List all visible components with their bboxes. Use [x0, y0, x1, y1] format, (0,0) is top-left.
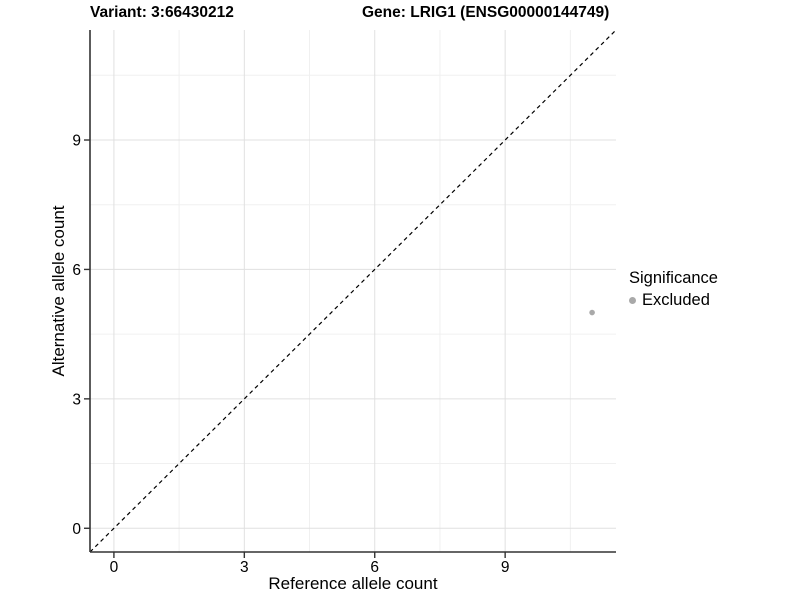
- x-tick-label: 9: [501, 559, 510, 576]
- plot-title-variant: Variant: 3:66430212: [90, 4, 234, 21]
- legend-point-icon: [629, 297, 636, 304]
- data-point: [589, 309, 595, 316]
- x-tick-label: 6: [370, 559, 379, 576]
- plot-title-gene: Gene: LRIG1 (ENSG00000144749): [362, 4, 610, 21]
- legend-title: Significance: [629, 269, 718, 287]
- legend-item-label: Excluded: [642, 291, 710, 309]
- legend-item: Excluded: [629, 291, 718, 310]
- y-tick-label: 6: [72, 262, 81, 279]
- y-tick-label: 3: [72, 391, 81, 408]
- x-tick-label: 3: [240, 559, 249, 576]
- y-tick-label: 9: [72, 133, 81, 150]
- y-tick-label: 0: [72, 521, 81, 538]
- x-tick-label: 0: [110, 559, 119, 576]
- x-axis-label: Reference allele count: [268, 574, 438, 593]
- legend: Significance Excluded: [629, 269, 718, 310]
- y-axis-label: Alternative allele count: [49, 205, 68, 377]
- identity-reference-line: [89, 29, 617, 553]
